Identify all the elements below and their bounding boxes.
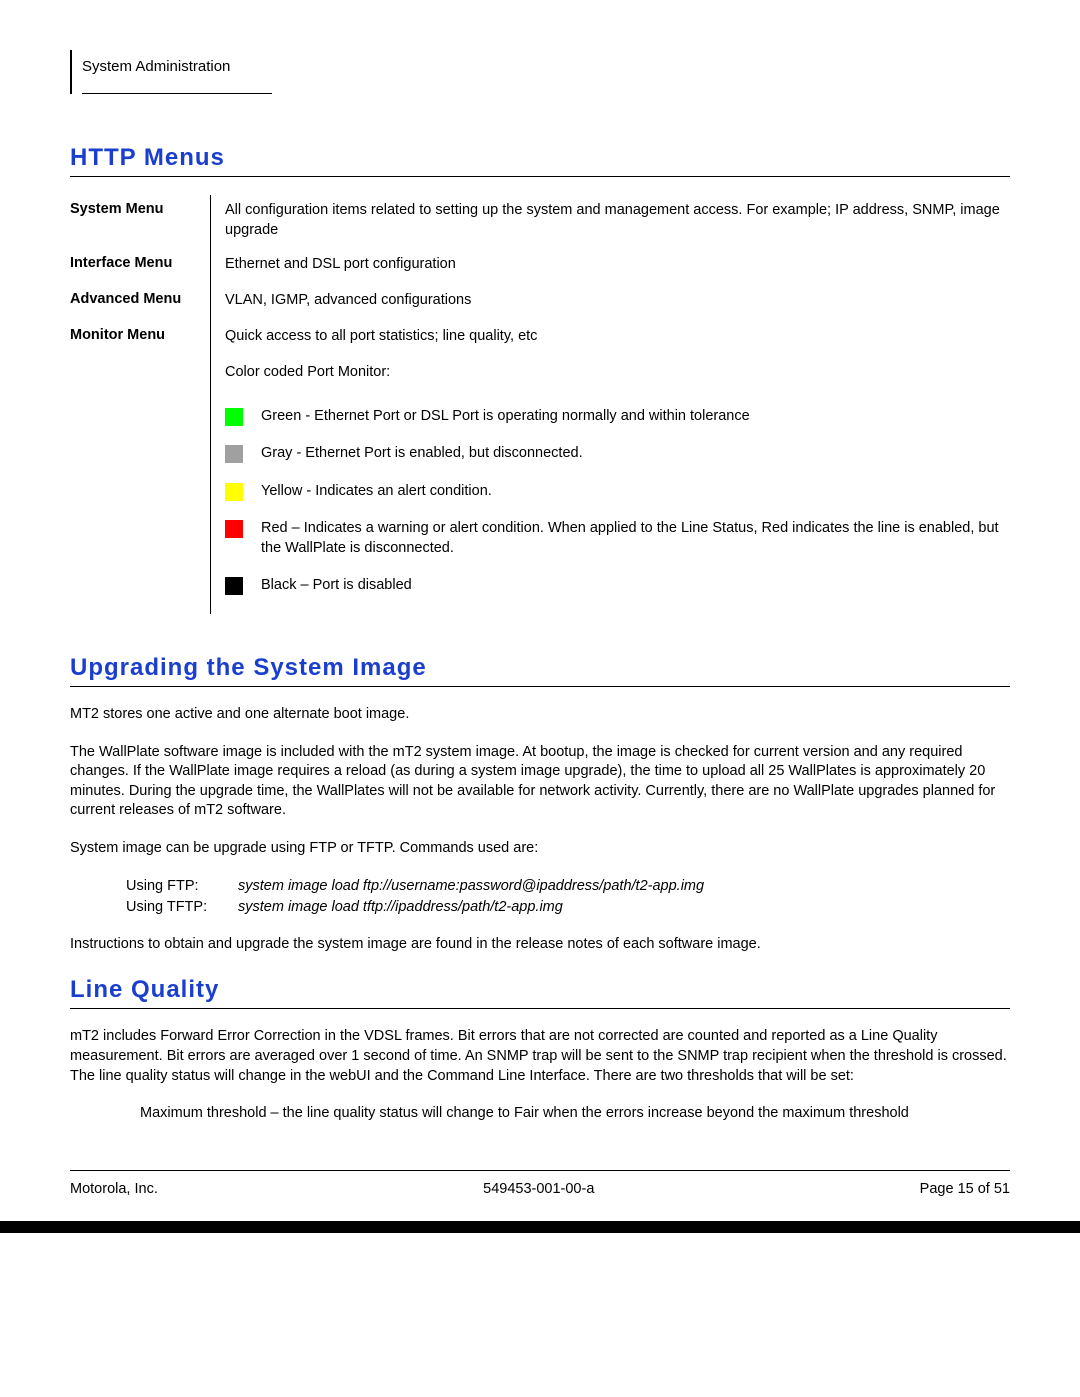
line-quality-para1: mT2 includes Forward Error Correction in…: [70, 1027, 1010, 1086]
swatch-yellow: [225, 483, 243, 501]
swatch-gray: [225, 445, 243, 463]
menu-descriptions-column: All configuration items related to setti…: [225, 195, 1010, 614]
document-page: System Administration HTTP Menus System …: [0, 0, 1080, 1397]
port-monitor-intro: Color coded Port Monitor:: [225, 357, 1010, 389]
cmd-value-tftp: system image load tftp://ipaddress/path/…: [238, 897, 563, 917]
cmd-label-tftp: Using TFTP:: [126, 897, 238, 917]
page-header: System Administration: [70, 50, 1010, 94]
menu-label-monitor: Monitor Menu: [70, 321, 210, 357]
color-text-green: Green - Ethernet Port or DSL Port is ope…: [261, 407, 750, 427]
menu-desc-advanced: VLAN, IGMP, advanced configurations: [225, 285, 1010, 321]
upgrading-para1: MT2 stores one active and one alternate …: [70, 705, 1010, 725]
section-heading-line-quality: Line Quality: [70, 976, 1010, 1009]
color-item-black: Black – Port is disabled: [225, 576, 1010, 596]
upgrading-para2: The WallPlate software image is included…: [70, 743, 1010, 821]
cmd-value-ftp: system image load ftp://username:passwor…: [238, 876, 704, 896]
menu-label-system: System Menu: [70, 195, 210, 249]
color-item-yellow: Yellow - Indicates an alert condition.: [225, 482, 1010, 502]
menu-label-advanced: Advanced Menu: [70, 285, 210, 321]
color-text-yellow: Yellow - Indicates an alert condition.: [261, 482, 492, 502]
color-item-green: Green - Ethernet Port or DSL Port is ope…: [225, 407, 1010, 427]
swatch-green: [225, 408, 243, 426]
upgrade-commands: Using FTP: system image load ftp://usern…: [126, 876, 1010, 917]
menu-label-interface: Interface Menu: [70, 249, 210, 285]
color-code-list: Green - Ethernet Port or DSL Port is ope…: [225, 407, 1010, 596]
footer-page-number: Page 15 of 51: [920, 1181, 1010, 1197]
upgrading-para4: Instructions to obtain and upgrade the s…: [70, 935, 1010, 955]
upgrading-para3: System image can be upgrade using FTP or…: [70, 839, 1010, 859]
color-text-red: Red – Indicates a warning or alert condi…: [261, 519, 1010, 558]
section-heading-upgrading: Upgrading the System Image: [70, 654, 1010, 687]
page-footer: Motorola, Inc. 549453-001-00-a Page 15 o…: [70, 1170, 1010, 1197]
color-item-gray: Gray - Ethernet Port is enabled, but dis…: [225, 444, 1010, 464]
bottom-black-bar: [0, 1221, 1080, 1233]
footer-company: Motorola, Inc.: [70, 1181, 158, 1197]
cmd-row-ftp: Using FTP: system image load ftp://usern…: [126, 876, 1010, 896]
line-quality-max-threshold: Maximum threshold – the line quality sta…: [140, 1104, 970, 1124]
menu-labels-column: System Menu Interface Menu Advanced Menu…: [70, 195, 210, 614]
color-text-gray: Gray - Ethernet Port is enabled, but dis…: [261, 444, 583, 464]
footer-doc-number: 549453-001-00-a: [483, 1181, 594, 1197]
menu-desc-system: All configuration items related to setti…: [225, 195, 1010, 249]
menu-vertical-divider: [210, 195, 211, 614]
swatch-black: [225, 577, 243, 595]
cmd-row-tftp: Using TFTP: system image load tftp://ipa…: [126, 897, 1010, 917]
header-section-label: System Administration: [82, 50, 272, 94]
color-item-red: Red – Indicates a warning or alert condi…: [225, 519, 1010, 558]
http-menus-table: System Menu Interface Menu Advanced Menu…: [70, 195, 1010, 614]
menu-desc-monitor: Quick access to all port statistics; lin…: [225, 321, 1010, 357]
color-text-black: Black – Port is disabled: [261, 576, 412, 596]
cmd-label-ftp: Using FTP:: [126, 876, 238, 896]
section-heading-http-menus: HTTP Menus: [70, 144, 1010, 177]
menu-desc-interface: Ethernet and DSL port configuration: [225, 249, 1010, 285]
swatch-red: [225, 520, 243, 538]
